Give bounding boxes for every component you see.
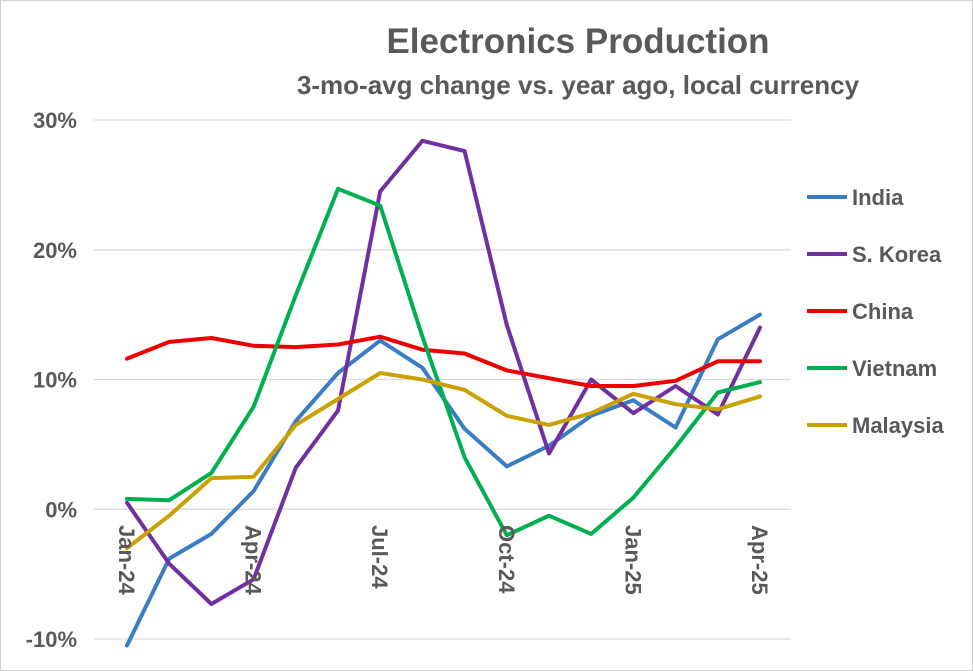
y-tick-label: -10% bbox=[26, 627, 77, 652]
legend-label: India bbox=[852, 185, 904, 210]
legend-label: S. Korea bbox=[852, 242, 942, 267]
legend-label: Malaysia bbox=[852, 413, 944, 438]
gridlines bbox=[94, 119, 791, 640]
y-tick-label: 0% bbox=[45, 497, 77, 522]
series-lines bbox=[125, 138, 762, 648]
legend: India S. Korea China Vietnam Malaysia bbox=[807, 185, 944, 438]
y-tick-label: 20% bbox=[33, 238, 77, 263]
series-line-china bbox=[125, 334, 762, 388]
x-axis-tick-labels: Jan-24 Apr-24 Jul-24 Oct-24 Jan-25 Apr-25 bbox=[114, 525, 772, 595]
y-tick-label: 30% bbox=[33, 108, 77, 133]
x-tick-label: Apr-24 bbox=[241, 525, 266, 595]
series-line-malaysia bbox=[125, 371, 762, 551]
y-tick-label: 10% bbox=[33, 368, 77, 393]
y-axis-tick-labels: -10% 0% 10% 20% 30% bbox=[26, 108, 77, 652]
chart-subtitle: 3-mo-avg change vs. year ago, local curr… bbox=[297, 70, 860, 100]
series-line-vietnam bbox=[125, 186, 762, 538]
x-tick-label: Jan-25 bbox=[620, 525, 645, 595]
x-tick-label: Oct-24 bbox=[494, 525, 519, 594]
x-tick-label: Jan-24 bbox=[114, 525, 139, 595]
legend-label: Vietnam bbox=[852, 356, 937, 381]
x-tick-label: Jul-24 bbox=[367, 525, 392, 589]
x-tick-label: Apr-25 bbox=[747, 525, 772, 595]
legend-label: China bbox=[852, 299, 914, 324]
chart-title: Electronics Production bbox=[386, 22, 769, 61]
series-line-s-korea bbox=[125, 138, 762, 606]
